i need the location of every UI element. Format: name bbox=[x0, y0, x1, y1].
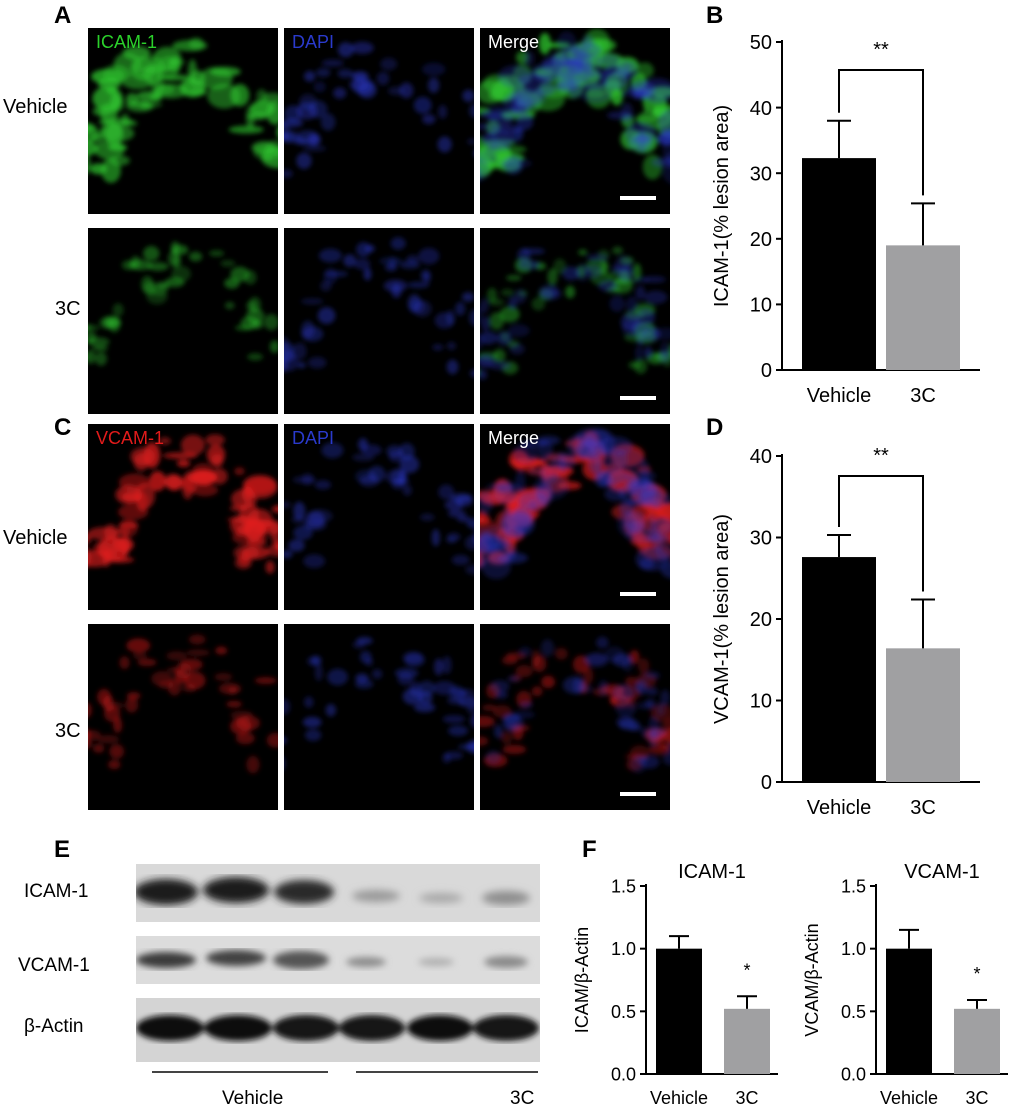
micrograph-dapi-vehicle: DAPI bbox=[284, 28, 474, 214]
bar-3c bbox=[886, 648, 960, 782]
micrograph-dapi-vehicle: DAPI bbox=[284, 424, 474, 610]
panel-label-b: B bbox=[706, 2, 724, 29]
micrograph-merge-vehicle: Merge bbox=[480, 28, 670, 214]
scale-bar bbox=[620, 396, 656, 400]
significance-bracket bbox=[838, 475, 924, 592]
channel-label-icam-1: ICAM-1 bbox=[96, 32, 158, 52]
bar-vehicle bbox=[886, 948, 932, 1074]
x-category-label: 3C bbox=[965, 1088, 988, 1108]
significance-marker: ** bbox=[873, 445, 889, 467]
micrograph-merge-3c bbox=[480, 228, 670, 414]
y-tick-label: 30 bbox=[750, 528, 772, 550]
channel-label-dapi: DAPI bbox=[292, 32, 335, 52]
chart-b-icam1-lesion-area: 0 10 20 30 40 50 Vehicle 3C ICAM-1(% lesion area… bbox=[711, 32, 980, 407]
blot-beta-actin bbox=[136, 998, 540, 1062]
y-tick-label: 1.5 bbox=[611, 876, 636, 896]
panel-label-d: D bbox=[706, 414, 724, 441]
y-axis-label: VCAM-1(% lesion area) bbox=[711, 514, 733, 724]
y-tick-label: 0.0 bbox=[611, 1064, 636, 1084]
x-category-label: 3C bbox=[735, 1088, 758, 1108]
x-category-label: Vehicle bbox=[807, 385, 872, 407]
y-tick-label: 40 bbox=[750, 98, 772, 120]
y-tick-label: 0.0 bbox=[841, 1064, 866, 1084]
micrograph-vcam-1-3c bbox=[88, 624, 278, 810]
chart-f-icam1-ratio: 0.0 0.5 1.0 1.5 Vehicle 3C ICAM/β-Actin * ICAM-1 bbox=[572, 861, 778, 1108]
y-tick-label: 40 bbox=[750, 446, 772, 468]
band-label-beta-actin: β-Actin bbox=[24, 1016, 84, 1037]
y-tick-label: 0.5 bbox=[611, 1002, 636, 1022]
channel-label-vcam-1: VCAM-1 bbox=[96, 428, 165, 448]
channel-label-merge: Merge bbox=[488, 428, 540, 448]
chart-title: VCAM-1 bbox=[904, 861, 980, 883]
y-tick-label: 1.0 bbox=[611, 939, 636, 959]
channel-label-merge: Merge bbox=[488, 32, 540, 52]
y-tick-label: 0 bbox=[761, 772, 772, 794]
y-tick-label: 1.5 bbox=[841, 876, 866, 896]
bar-3c bbox=[954, 1008, 1000, 1074]
significance-marker: * bbox=[743, 960, 750, 980]
y-axis-label: VCAM/β-Actin bbox=[802, 923, 822, 1036]
x-category-label: Vehicle bbox=[650, 1088, 708, 1108]
significance-bracket bbox=[838, 69, 924, 196]
micrograph-dapi-3c bbox=[284, 624, 474, 810]
bar-3c bbox=[724, 1008, 770, 1074]
y-tick-label: 20 bbox=[750, 229, 772, 251]
y-axis-label: ICAM-1(% lesion area) bbox=[711, 105, 733, 307]
y-tick-label: 50 bbox=[750, 32, 772, 54]
scale-bar bbox=[620, 592, 656, 596]
chart-d-vcam1-lesion-area: 0 10 20 30 40 Vehicle 3C VCAM-1(% lesion area) *… bbox=[711, 445, 980, 819]
y-tick-label: 10 bbox=[750, 295, 772, 317]
row-label-vehicle-c: Vehicle bbox=[3, 527, 68, 549]
micrograph-merge-vehicle: Merge bbox=[480, 424, 670, 610]
scale-bar bbox=[620, 792, 656, 796]
chart-f-vcam1-ratio: 0.0 0.5 1.0 1.5 Vehicle 3C VCAM/β-Actin * VCAM-1 bbox=[802, 861, 1008, 1108]
y-tick-label: 0.5 bbox=[841, 1002, 866, 1022]
row-label-3c-a: 3C bbox=[55, 298, 81, 320]
group-line-3c bbox=[356, 1071, 538, 1073]
bar-3c bbox=[886, 245, 960, 370]
band-label-icam1: ICAM-1 bbox=[24, 881, 89, 902]
micrograph-vcam-1-vehicle: VCAM-1 bbox=[88, 424, 278, 610]
micrograph-icam-1-vehicle: ICAM-1 bbox=[88, 28, 278, 214]
significance-marker: ** bbox=[873, 39, 889, 61]
bar-vehicle bbox=[802, 557, 876, 782]
row-label-3c-c: 3C bbox=[55, 720, 81, 742]
row-label-vehicle-a: Vehicle bbox=[3, 96, 68, 118]
y-tick-label: 0 bbox=[761, 360, 772, 382]
scale-bar bbox=[620, 196, 656, 200]
group-label-3c: 3C bbox=[510, 1088, 535, 1109]
channel-label-dapi: DAPI bbox=[292, 428, 335, 448]
x-category-label: Vehicle bbox=[880, 1088, 938, 1108]
panel-label-c: C bbox=[54, 414, 72, 441]
x-category-label: Vehicle bbox=[807, 797, 872, 819]
micrograph-merge-3c bbox=[480, 624, 670, 810]
band-label-vcam1: VCAM-1 bbox=[18, 955, 90, 976]
bar-vehicle bbox=[656, 948, 702, 1074]
blot-icam1 bbox=[136, 864, 540, 922]
x-category-label: 3C bbox=[910, 385, 936, 407]
y-axis-label: ICAM/β-Actin bbox=[572, 927, 592, 1033]
significance-marker: * bbox=[973, 964, 980, 984]
micrograph-icam-1-3c bbox=[88, 228, 278, 414]
micrograph-dapi-3c bbox=[284, 228, 474, 414]
bar-vehicle bbox=[802, 158, 876, 370]
panel-label-a: A bbox=[54, 2, 72, 29]
x-category-label: 3C bbox=[910, 797, 936, 819]
chart-title: ICAM-1 bbox=[678, 861, 746, 883]
panel-label-e: E bbox=[54, 836, 71, 863]
y-tick-label: 20 bbox=[750, 609, 772, 631]
group-label-vehicle: Vehicle bbox=[222, 1088, 284, 1109]
panel-label-f: F bbox=[582, 836, 597, 863]
blot-vcam1 bbox=[136, 936, 540, 984]
y-tick-label: 30 bbox=[750, 163, 772, 185]
y-tick-label: 10 bbox=[750, 691, 772, 713]
y-tick-label: 1.0 bbox=[841, 939, 866, 959]
group-line-vehicle bbox=[152, 1071, 328, 1073]
